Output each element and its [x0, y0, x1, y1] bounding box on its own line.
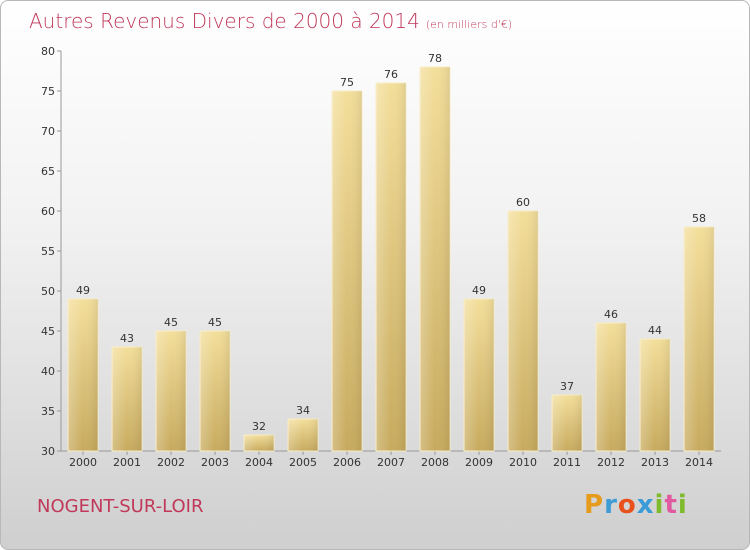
bar-shine	[156, 331, 186, 451]
bar-value-label: 78	[428, 52, 442, 65]
logo-letter: i	[677, 490, 688, 520]
bar-shine	[112, 347, 142, 451]
y-tick-label: 80	[41, 45, 55, 58]
y-tick-label: 55	[41, 245, 55, 258]
chart-value-labels: 49 43 45 45 32 34 75 76 78 49 60 37 46 44 58	[76, 52, 706, 433]
bar-shine	[244, 435, 274, 451]
bar-value-label: 58	[692, 212, 706, 225]
y-tick-label: 75	[41, 85, 55, 98]
logo-letter: o	[617, 490, 637, 520]
x-tick-label: 2005	[289, 456, 317, 469]
y-tick-label: 60	[41, 205, 55, 218]
x-tick-label: 2003	[201, 456, 229, 469]
chart-axes: 30 35 40 45 50 55 60 65 70 75 80 2000 2001 2002 2003 20…	[41, 45, 721, 469]
x-tick-label: 2013	[641, 456, 669, 469]
x-tick-label: 2000	[69, 456, 97, 469]
y-tick-label: 45	[41, 325, 55, 338]
y-tick-label: 70	[41, 125, 55, 138]
x-tick-label: 2014	[685, 456, 713, 469]
logo-letter: t	[664, 490, 678, 520]
bar-shine	[464, 299, 494, 451]
proxiti-logo: Proxiti	[584, 490, 688, 520]
y-tick-label: 65	[41, 165, 55, 178]
bar-shine	[200, 331, 230, 451]
bar-shine	[376, 83, 406, 451]
bar-value-label: 49	[472, 284, 486, 297]
bar-value-label: 45	[164, 316, 178, 329]
bar-value-label: 34	[296, 404, 310, 417]
x-tick-label: 2012	[597, 456, 625, 469]
bar-value-label: 44	[648, 324, 662, 337]
logo-letter: r	[604, 490, 618, 520]
chart-title: Autres Revenus Divers de 2000 à 2014 (en …	[29, 9, 512, 33]
chart-unit: (en milliers d'€)	[425, 18, 513, 31]
logo-letter: i	[654, 490, 665, 520]
bar-shine	[332, 91, 362, 451]
x-tick-label: 2007	[377, 456, 405, 469]
x-tick-label: 2004	[245, 456, 273, 469]
location-name: NOGENT-SUR-LOIR	[37, 496, 204, 517]
bar-value-label: 76	[384, 68, 398, 81]
x-tick-label: 2001	[113, 456, 141, 469]
y-tick-label: 30	[41, 445, 55, 458]
logo-letter: x	[636, 490, 655, 520]
bar-value-label: 46	[604, 308, 618, 321]
x-tick-label: 2006	[333, 456, 361, 469]
bar-value-label: 60	[516, 196, 530, 209]
y-tick-label: 50	[41, 285, 55, 298]
x-tick-label: 2011	[553, 456, 581, 469]
x-tick-label: 2010	[509, 456, 537, 469]
bar-shine	[420, 67, 450, 451]
bar-value-label: 37	[560, 380, 574, 393]
x-tick-label: 2009	[465, 456, 493, 469]
bar-shine	[640, 339, 670, 451]
bar-value-label: 32	[252, 420, 266, 433]
bar-shine	[552, 395, 582, 451]
bar-value-label: 45	[208, 316, 222, 329]
bar-value-label: 49	[76, 284, 90, 297]
y-tick-label: 35	[41, 405, 55, 418]
x-tick-label: 2002	[157, 456, 185, 469]
bar-shine	[684, 227, 714, 451]
bar-value-label: 43	[120, 332, 134, 345]
logo-letter: P	[584, 490, 605, 520]
bar-value-label: 75	[340, 76, 354, 89]
chart-title-text: Autres Revenus Divers de 2000 à 2014	[29, 9, 420, 33]
bar-shine	[596, 323, 626, 451]
bar-shine	[68, 299, 98, 451]
x-tick-label: 2008	[421, 456, 449, 469]
bar-shine	[508, 211, 538, 451]
bar-shine	[288, 419, 318, 451]
chart-bars	[67, 66, 715, 452]
y-tick-label: 40	[41, 365, 55, 378]
